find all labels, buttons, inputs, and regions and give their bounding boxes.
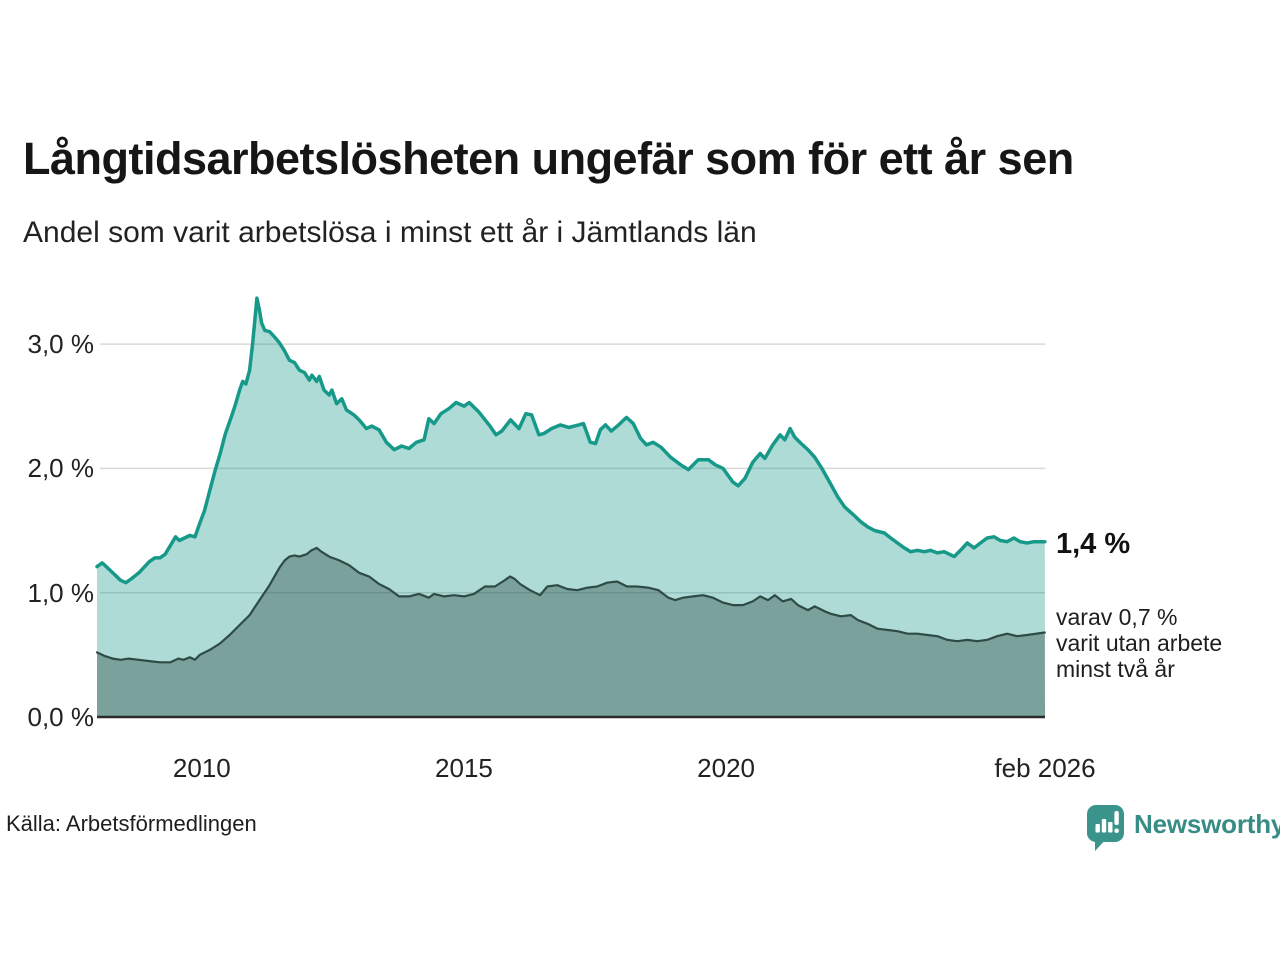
newsworthy-bars-icon [1087, 805, 1124, 851]
end-detail-line-1: varav 0,7 % [1056, 604, 1178, 630]
brand-wordmark: Newsworthy [1134, 809, 1280, 839]
chart-subtitle: Andel som varit arbetslösa i minst ett å… [23, 216, 757, 249]
line-series-total [95, 296, 1047, 585]
x-tick-label: feb 2026 [994, 753, 1096, 783]
y-tick-label: 2,0 % [27, 453, 95, 484]
end-value-label: 1,4 % [1056, 528, 1131, 560]
source-caption: Källa: Arbetsförmedlingen [6, 811, 257, 836]
end-detail-line-2: varit utan arbete [1056, 630, 1223, 656]
brand-logo: Newsworthy [1086, 804, 1280, 851]
x-tick-label: 2010 [172, 753, 231, 783]
x-tick-label: 2020 [697, 753, 756, 783]
x-tick-label: 2015 [435, 753, 493, 783]
end-detail-line-3: minst två år [1056, 656, 1175, 682]
line-series-two-years [95, 546, 1046, 664]
y-tick-label: 0,0 % [27, 702, 95, 732]
page-title: Långtidsarbetslösheten ungefär som för e… [23, 133, 1074, 184]
end-value-detail: varav 0,7 % varit utan arbete minst två … [1056, 604, 1222, 682]
y-tick-label: 1,0 % [27, 577, 95, 608]
y-tick-label: 3,0 % [27, 329, 95, 360]
area-series-total [97, 298, 1045, 717]
area-series-two-years [97, 547, 1045, 717]
